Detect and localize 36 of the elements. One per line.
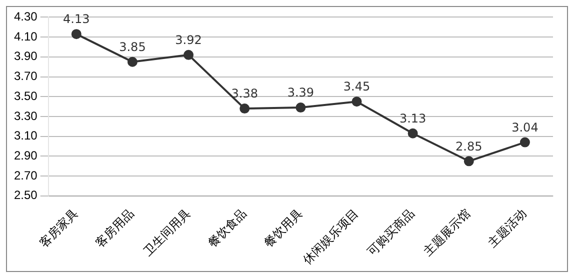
data-label: 3.38 <box>231 86 258 101</box>
data-label: 3.13 <box>399 111 426 126</box>
point <box>352 96 362 107</box>
x-tick-label: 客房家具 <box>36 206 81 250</box>
point <box>240 104 250 114</box>
y-tick-label: 3.50 <box>14 88 38 103</box>
y-tick-label: 3.30 <box>14 108 38 123</box>
x-tick-label: 卫生间用具 <box>140 206 193 259</box>
data-label: 3.39 <box>287 86 314 100</box>
y-tick-label: 2.50 <box>14 188 38 202</box>
data-label: 3.92 <box>175 33 202 48</box>
y-tick-label: 3.70 <box>14 69 38 84</box>
data-label: 3.85 <box>119 40 146 54</box>
y-tick-label: 2.70 <box>14 168 38 182</box>
data-label: 3.45 <box>343 80 370 94</box>
x-tick-label: 可购买商品 <box>364 206 418 259</box>
point <box>71 29 82 40</box>
x-tick-label: 主题活动 <box>485 206 530 250</box>
x-tick-label: 主题展示馆 <box>420 206 474 259</box>
data-label: 2.85 <box>456 139 482 154</box>
data-label: 4.13 <box>63 12 90 26</box>
x-tick-label: 餐饮用具 <box>261 206 306 250</box>
point <box>296 102 306 113</box>
data-label: 3.04 <box>512 120 538 134</box>
point <box>184 50 194 60</box>
x-tick-label: 餐饮食品 <box>205 206 249 250</box>
x-tick-label: 客房用品 <box>92 206 137 250</box>
point <box>520 137 530 148</box>
point <box>127 56 138 67</box>
y-tick-label: 4.10 <box>14 29 38 44</box>
y-tick-label: 2.90 <box>14 148 38 163</box>
y-tick-label: 4.30 <box>14 10 38 24</box>
y-tick-label: 3.90 <box>14 49 38 64</box>
y-tick-label: 3.10 <box>14 128 38 143</box>
point <box>408 128 418 138</box>
point <box>464 156 474 166</box>
